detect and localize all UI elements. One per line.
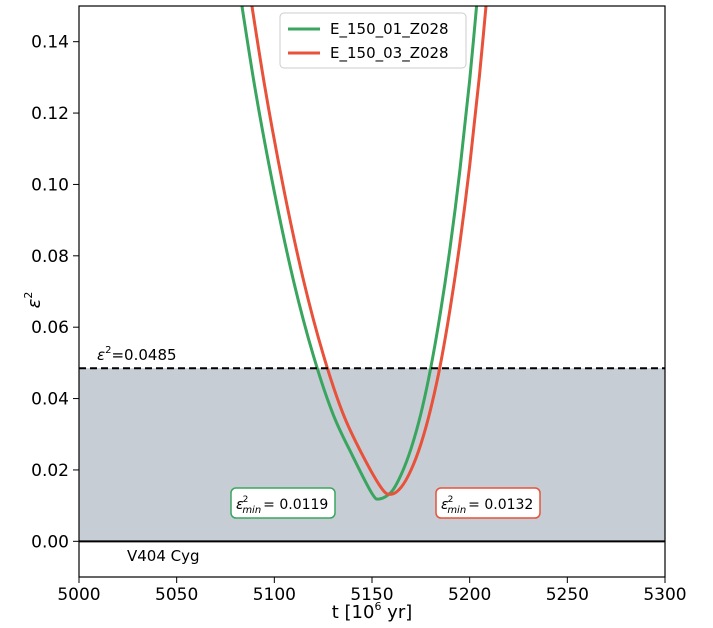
x-tick-label: 5300 [643, 585, 686, 605]
y-axis-ticks: 0.00 0.02 0.04 0.06 0.08 0.10 0.12 0.14 [31, 33, 79, 552]
y-tick-label: 0.00 [31, 532, 69, 552]
min-label-box-green: ε2 min = 0.0119 [230, 487, 336, 519]
x-tick-label: 5250 [546, 585, 589, 605]
y-tick-label: 0.06 [31, 318, 69, 338]
min-label-box-red: ε2 min = 0.0132 [435, 487, 541, 519]
star-label: V404 Cyg [127, 547, 200, 565]
y-tick-label: 0.08 [31, 247, 69, 267]
series-line-green [240, 6, 479, 501]
series-group [240, 6, 488, 501]
y-tick-label: 0.14 [31, 33, 69, 53]
legend-label-green: E_150_01_Z028 [330, 20, 449, 39]
y-tick-label: 0.04 [31, 390, 69, 410]
y-tick-label: 0.02 [31, 461, 69, 481]
x-tick-label: 5050 [155, 585, 198, 605]
x-tick-label: 5100 [253, 585, 296, 605]
x-axis-ticks: 5000 5050 5100 5150 5200 5250 5300 [57, 577, 687, 605]
y-tick-label: 0.10 [31, 175, 69, 195]
x-tick-label: 5150 [350, 585, 393, 605]
x-axis-label: t [106 yr] [332, 600, 413, 623]
y-axis-label: ε2 [22, 292, 45, 309]
legend-label-red: E_150_03_Z028 [330, 44, 449, 63]
x-tick-label: 5000 [57, 585, 100, 605]
series-line-red [250, 6, 488, 496]
legend: E_150_01_Z028 E_150_03_Z028 [279, 12, 467, 69]
shaded-region [79, 368, 665, 542]
y-tick-label: 0.12 [31, 104, 69, 124]
x-tick-label: 5200 [448, 585, 491, 605]
threshold-label: ε2=0.0485 [97, 345, 177, 364]
